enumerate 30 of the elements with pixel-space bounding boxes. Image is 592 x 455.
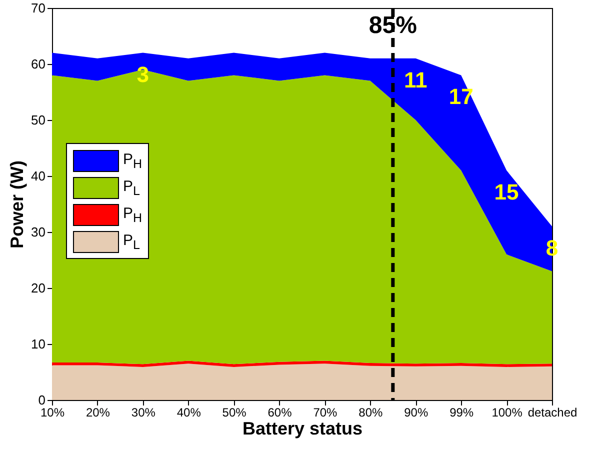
x-tick-label: 30%	[131, 406, 156, 420]
x-tick-label: 60%	[268, 406, 292, 420]
annotation: 11	[404, 67, 428, 92]
legend-label: P$_{H}$	[123, 204, 142, 224]
y-tick-label: 50	[31, 112, 46, 128]
x-axis-title: Battery status	[242, 418, 363, 438]
x-tick-label: 20%	[86, 406, 110, 420]
y-tick-label: 0	[38, 392, 46, 408]
legend-label: P$_{H}$	[123, 150, 142, 170]
annotation: 17	[448, 84, 474, 110]
annotation: 8	[546, 235, 558, 260]
x-tick-label: detached	[528, 406, 578, 420]
y-tick-label: 10	[31, 336, 46, 352]
y-tick-label: 70	[31, 0, 46, 16]
legend-label: P$_{L}$	[123, 232, 140, 252]
x-tick-label: 50%	[222, 406, 247, 420]
x-tick-label: 80%	[358, 406, 384, 420]
x-tick-label: 100%	[492, 406, 523, 420]
x-tick-label: 70%	[313, 406, 338, 420]
x-tick-label: 99%	[450, 406, 474, 420]
y-tick-label: 30	[31, 224, 46, 240]
x-tick-label: 10%	[40, 406, 65, 420]
x-tick-label: 90%	[404, 406, 428, 420]
x-tick-label: 40%	[176, 406, 202, 420]
annotation: 15	[494, 179, 519, 204]
y-tick-label: 20	[31, 280, 46, 296]
y-axis-title: Power (W)	[7, 160, 28, 248]
y-tick-label: 40	[31, 168, 46, 184]
series-label: P$_{L}$	[123, 178, 140, 198]
y-tick-label: 60	[31, 56, 46, 72]
